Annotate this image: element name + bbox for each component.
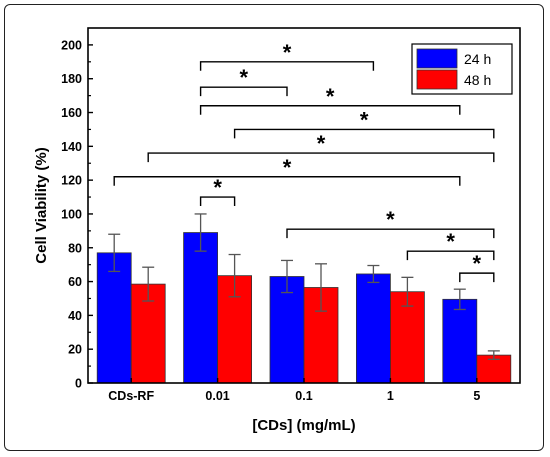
legend: 24 h 48 h bbox=[411, 43, 513, 95]
legend-label: 24 h bbox=[464, 51, 491, 67]
bracket-line bbox=[199, 86, 288, 97]
y-tick-label: 20 bbox=[68, 343, 82, 357]
bracket-line bbox=[199, 61, 375, 71]
significance-star: * bbox=[360, 107, 369, 132]
significance-star: * bbox=[213, 175, 222, 200]
significance-star: * bbox=[240, 65, 249, 90]
significance-bracket: * bbox=[199, 65, 288, 97]
significance-bracket: * bbox=[286, 207, 495, 239]
significance-star: * bbox=[326, 84, 335, 109]
bar bbox=[389, 291, 425, 384]
bar bbox=[96, 252, 132, 384]
bracket-line bbox=[199, 105, 461, 115]
x-tick-label: 5 bbox=[473, 389, 480, 403]
bracket-line bbox=[286, 228, 495, 239]
bar bbox=[183, 232, 219, 384]
legend-swatch bbox=[416, 69, 458, 90]
y-tick-label: 80 bbox=[68, 241, 82, 255]
significance-bracket: * bbox=[406, 229, 495, 261]
y-tick-label: 40 bbox=[68, 309, 82, 323]
bar bbox=[355, 273, 391, 384]
y-tick-label: 100 bbox=[61, 207, 82, 221]
x-tick-label: 0.1 bbox=[295, 389, 312, 403]
bracket-line bbox=[406, 250, 495, 261]
bar bbox=[269, 276, 305, 384]
y-tick-label: 180 bbox=[61, 72, 82, 86]
y-tick-label: 160 bbox=[61, 106, 82, 120]
y-tick-label: 60 bbox=[68, 275, 82, 289]
significance-star: * bbox=[446, 229, 455, 254]
bar bbox=[442, 298, 478, 384]
y-tick-label: 120 bbox=[61, 174, 82, 188]
x-tick-label: 1 bbox=[387, 389, 394, 403]
y-tick-label: 140 bbox=[61, 140, 82, 154]
y-axis-title: Cell Viability (%) bbox=[33, 147, 50, 263]
significance-star: * bbox=[386, 207, 395, 232]
x-tick-label: 0.01 bbox=[205, 389, 229, 403]
bracket-line bbox=[113, 176, 461, 186]
bracket-line bbox=[459, 272, 495, 283]
significance-star: * bbox=[473, 251, 482, 276]
legend-swatch bbox=[416, 48, 458, 69]
significance-star: * bbox=[283, 40, 292, 65]
significance-bracket: * bbox=[147, 131, 495, 163]
bracket-line bbox=[233, 128, 495, 139]
significance-bracket: * bbox=[113, 155, 461, 186]
significance-bracket: * bbox=[199, 84, 461, 115]
significance-bracket: * bbox=[199, 40, 375, 71]
y-tick-label: 200 bbox=[61, 38, 82, 52]
significance-star: * bbox=[283, 155, 292, 180]
x-tick-label: CDs-RF bbox=[108, 389, 154, 403]
legend-label: 48 h bbox=[464, 72, 491, 88]
y-tick-label: 0 bbox=[75, 377, 82, 391]
bracket-line bbox=[147, 152, 495, 163]
plot-area bbox=[87, 27, 521, 384]
significance-bracket: * bbox=[459, 251, 495, 283]
bracket-line bbox=[199, 196, 236, 207]
significance-bracket: * bbox=[199, 175, 236, 207]
x-axis-title: [CDs] (mg/mL) bbox=[252, 417, 355, 434]
significance-star: * bbox=[317, 131, 326, 156]
significance-bracket: * bbox=[233, 107, 495, 139]
